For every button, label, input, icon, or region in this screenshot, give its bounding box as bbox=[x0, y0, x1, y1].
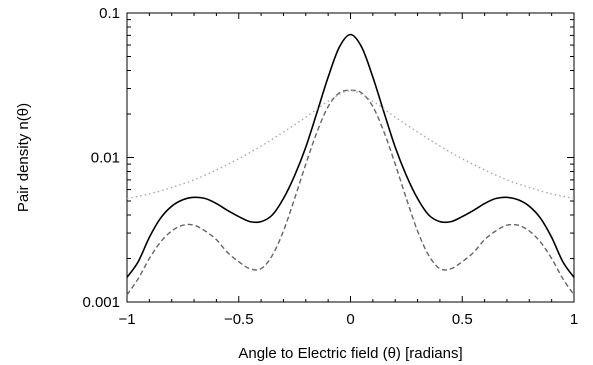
x-tick-label: 0.5 bbox=[452, 311, 473, 328]
y-axis-label: Pair density n(θ) bbox=[15, 103, 32, 212]
x-axis-ticks: −1 −0.5 0 0.5 1 bbox=[118, 13, 578, 328]
x-tick-label: 1 bbox=[570, 311, 578, 328]
series-line-dotted bbox=[126, 89, 575, 200]
y-tick-label: 0.1 bbox=[99, 5, 120, 22]
plot-frame bbox=[126, 12, 575, 303]
y-axis-ticks: 0.001 0.01 0.1 bbox=[82, 5, 574, 311]
curves bbox=[126, 33, 575, 296]
x-tick-label: −1 bbox=[118, 311, 135, 328]
y-tick-label: 0.01 bbox=[91, 150, 120, 167]
x-axis-label: Angle to Electric field (θ) [radians] bbox=[238, 345, 462, 362]
x-tick-label: −0.5 bbox=[224, 311, 254, 328]
x-tick-label: 0 bbox=[346, 311, 354, 328]
series-line-dashed bbox=[126, 89, 575, 296]
series-line-solid bbox=[126, 33, 575, 278]
y-tick-label: 0.001 bbox=[82, 294, 120, 311]
